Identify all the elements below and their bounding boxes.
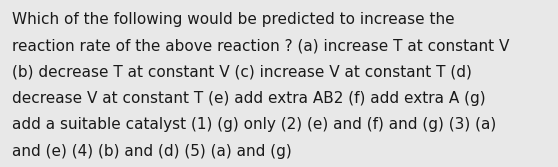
Text: reaction rate of the above reaction ? (a) increase T at constant V: reaction rate of the above reaction ? (a… <box>12 38 509 53</box>
Text: Which of the following would be predicted to increase the: Which of the following would be predicte… <box>12 12 455 27</box>
Text: (b) decrease T at constant V (c) increase V at constant T (d): (b) decrease T at constant V (c) increas… <box>12 64 472 79</box>
Text: and (e) (4) (b) and (d) (5) (a) and (g): and (e) (4) (b) and (d) (5) (a) and (g) <box>12 144 292 159</box>
Text: add a suitable catalyst (1) (g) only (2) (e) and (f) and (g) (3) (a): add a suitable catalyst (1) (g) only (2)… <box>12 117 497 132</box>
Text: decrease V at constant T (e) add extra AB2 (f) add extra A (g): decrease V at constant T (e) add extra A… <box>12 91 486 106</box>
